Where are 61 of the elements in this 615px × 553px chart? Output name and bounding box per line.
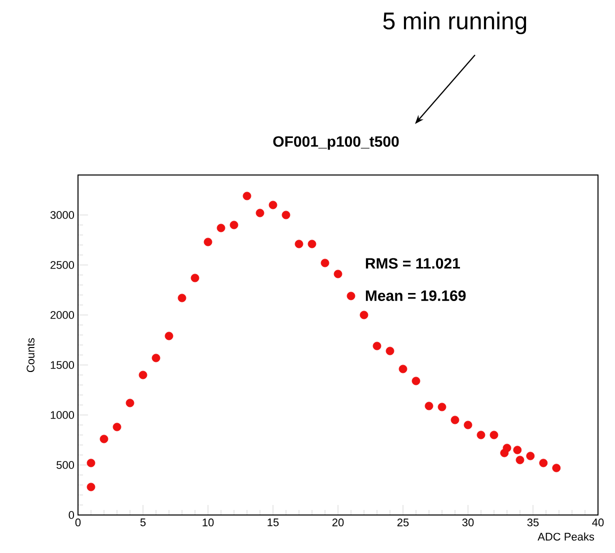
y-axis-title: Counts xyxy=(26,338,34,372)
point xyxy=(230,220,238,230)
y-tick-label: 1500 xyxy=(50,361,74,369)
point xyxy=(360,310,368,320)
y-tick-label: 1000 xyxy=(50,411,74,419)
point xyxy=(204,238,212,246)
chart-title: OF001_p100_t500 xyxy=(273,136,399,150)
x-tick-label: 10 xyxy=(202,518,214,526)
point xyxy=(412,376,420,386)
point xyxy=(398,364,408,374)
y-tick-label: 0 xyxy=(68,511,74,519)
point xyxy=(100,434,108,444)
point xyxy=(164,332,174,340)
point xyxy=(464,420,472,430)
point xyxy=(256,208,264,218)
text: 5 min running xyxy=(383,12,526,34)
point xyxy=(438,402,446,412)
x-tick-label: 0 xyxy=(75,518,81,526)
x-axis-title: ADC Peaks xyxy=(538,532,594,541)
y-tick-label: 2000 xyxy=(50,311,74,319)
point xyxy=(372,342,382,350)
point xyxy=(294,240,304,248)
x-tick-label: 5 xyxy=(140,518,146,526)
point xyxy=(126,398,134,408)
point xyxy=(450,416,460,424)
point xyxy=(138,370,148,380)
point xyxy=(152,354,160,362)
point xyxy=(282,210,290,220)
point xyxy=(516,456,524,464)
x-tick-label: 20 xyxy=(332,518,344,526)
point xyxy=(242,192,252,200)
point xyxy=(552,464,561,472)
point xyxy=(476,430,486,440)
point xyxy=(334,270,342,278)
x-tick-label: 15 xyxy=(268,518,279,526)
y-tick-label: 3000 xyxy=(50,211,74,219)
point xyxy=(86,482,96,492)
annotation: Mean = 19.169 xyxy=(366,290,466,301)
point xyxy=(308,240,316,248)
x-tick-label: 40 xyxy=(592,518,604,526)
point xyxy=(539,458,548,468)
y-tick-label: 2500 xyxy=(50,261,74,269)
point xyxy=(86,458,96,468)
point xyxy=(268,200,278,210)
point xyxy=(386,346,394,356)
point xyxy=(513,446,522,454)
point xyxy=(424,402,434,410)
point xyxy=(178,294,186,302)
point xyxy=(190,274,200,282)
annotation: RMS = 11.021 xyxy=(366,258,460,269)
point xyxy=(490,430,498,440)
point xyxy=(320,258,330,268)
point xyxy=(502,444,512,452)
point xyxy=(346,292,356,300)
x-tick-label: 25 xyxy=(397,518,409,526)
y-tick-label: 500 xyxy=(56,461,74,469)
x-tick-label: 35 xyxy=(527,518,539,526)
point xyxy=(526,452,535,460)
x-tick-label: 30 xyxy=(462,518,474,526)
point xyxy=(216,224,226,232)
point xyxy=(112,422,122,432)
